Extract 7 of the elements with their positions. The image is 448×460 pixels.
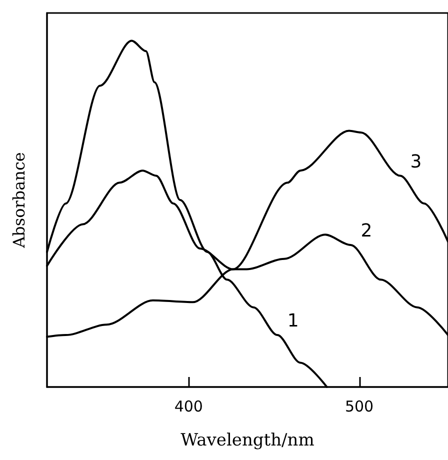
x-tick-label: 500: [344, 398, 374, 416]
y-axis-title: Absorbance: [10, 152, 28, 249]
x-tick-label: 400: [174, 398, 203, 416]
series-label: 1: [287, 310, 299, 332]
x-axis-title: Wavelength/nm: [180, 430, 314, 450]
series-label: 2: [360, 220, 372, 242]
series-label: 3: [410, 151, 422, 172]
